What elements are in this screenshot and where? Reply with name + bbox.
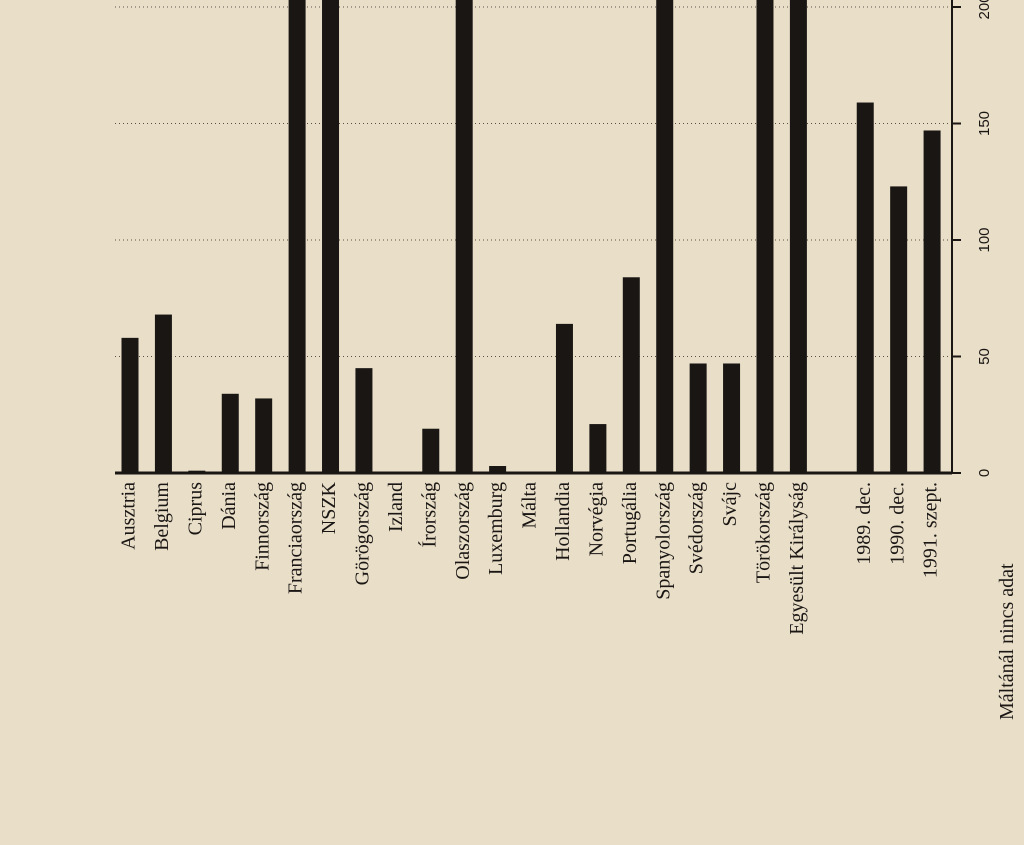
- bar: [355, 368, 373, 473]
- bar: [121, 337, 139, 473]
- y-tick-label: 0: [976, 469, 993, 477]
- bar: [221, 393, 239, 473]
- x-tick-label: Spanyolország: [652, 482, 674, 600]
- x-tick-label: 1989. dec.: [853, 482, 875, 565]
- x-tick-label: Portugália: [619, 482, 641, 564]
- x-tick-label: NSZK: [318, 481, 340, 534]
- bar: [622, 277, 640, 473]
- bar: [723, 363, 741, 473]
- x-tick-label: Luxemburg: [485, 482, 507, 575]
- x-tick-label: 1991. szept.: [920, 482, 942, 578]
- bar: [923, 130, 941, 473]
- bar: [689, 363, 707, 473]
- bar: [555, 323, 573, 473]
- x-tick-label: Svédország: [686, 482, 708, 574]
- bar: [890, 186, 908, 474]
- bar: [188, 470, 206, 473]
- x-tick-label: Izland: [385, 482, 407, 532]
- x-tick-label: Görögország: [352, 482, 374, 585]
- bar: [154, 314, 172, 473]
- x-tick-label: Dánia: [218, 482, 240, 530]
- note: Máltánál nincs adat: [996, 563, 1018, 720]
- bar: [455, 0, 473, 474]
- x-tick-label: Írország: [417, 482, 440, 548]
- bar: [388, 471, 406, 473]
- bar: [656, 0, 674, 474]
- bar: [422, 428, 440, 473]
- bar: [255, 398, 273, 473]
- bar: [489, 466, 507, 473]
- y-tick-label: 100: [976, 227, 993, 252]
- bar: [288, 0, 306, 474]
- bars: [121, 0, 941, 474]
- x-tick-label: Ausztria: [118, 482, 140, 550]
- x-tick-label: Ciprus: [184, 482, 206, 536]
- bar: [589, 424, 607, 473]
- x-tick-label: Belgium: [151, 482, 173, 551]
- x-tick-label: Törökország: [753, 482, 775, 583]
- x-tick-label: 1990. dec.: [886, 482, 908, 565]
- bar: [856, 102, 874, 474]
- bar: [756, 0, 774, 474]
- y-tick-label: 200: [976, 0, 993, 20]
- x-tick-label: Egyesült Királyság: [786, 482, 808, 635]
- x-tick-label: Norvégia: [585, 482, 607, 557]
- x-tick-label: Olaszország: [452, 482, 474, 580]
- x-tick-label: Hollandia: [552, 482, 574, 561]
- x-tick-label: Svájc: [719, 482, 741, 527]
- x-tick-label: Finnország: [251, 482, 273, 571]
- y-tick-label: 150: [976, 111, 993, 136]
- bar: [789, 0, 807, 474]
- x-tick-label: Málta: [519, 482, 541, 529]
- y-tick-label: 50: [976, 348, 993, 365]
- x-tick-label: Franciaország: [285, 482, 307, 594]
- bar: [322, 0, 340, 474]
